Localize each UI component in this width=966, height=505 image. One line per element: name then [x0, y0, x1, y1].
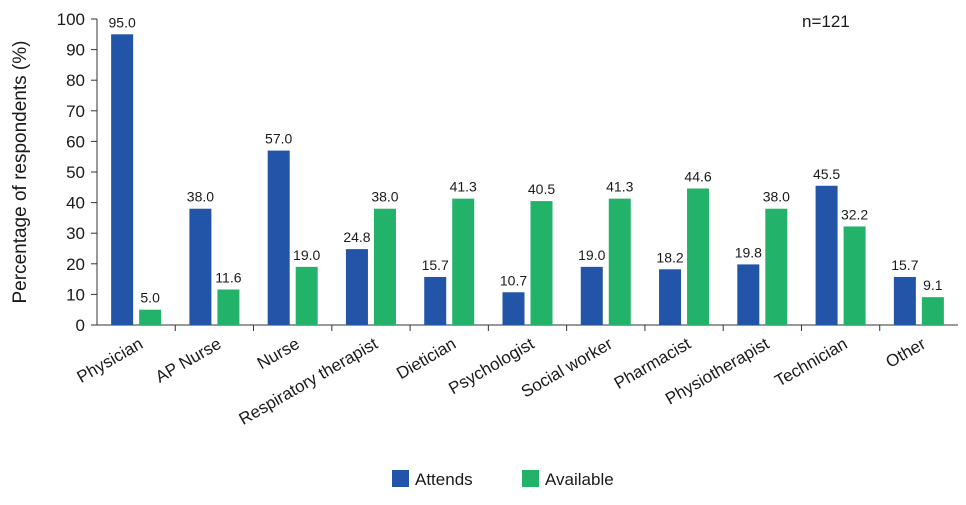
y-axis-label: Percentage of respondents (%) — [10, 41, 31, 304]
data-label: 44.6 — [684, 169, 711, 185]
y-tick-label: 0 — [76, 316, 85, 335]
data-label: 95.0 — [109, 14, 136, 30]
category-label: Respiratory therapist — [236, 334, 382, 429]
y-tick-label: 60 — [66, 132, 85, 151]
data-label: 57.0 — [265, 131, 292, 147]
bar-attends — [189, 208, 212, 325]
bar-available — [843, 226, 866, 325]
bar-available — [452, 198, 475, 325]
bar-attends — [659, 269, 682, 325]
data-label: 18.2 — [656, 249, 683, 265]
bars: 95.0 5.0 38.0 11.6 57.0 19.0 24.8 38.0 15.7 41.3 1… — [109, 14, 944, 326]
data-label: 19.0 — [293, 247, 320, 263]
bar-available — [608, 198, 631, 325]
bar-attends — [893, 276, 916, 325]
data-label: 41.3 — [450, 179, 477, 195]
y-tick-label: 10 — [66, 285, 85, 304]
category-label: Technician — [772, 334, 851, 391]
y-tick-label: 100 — [57, 10, 85, 29]
bar-attends — [267, 150, 290, 325]
y-tick-label: 40 — [66, 194, 85, 213]
legend-swatch-attends — [392, 470, 409, 487]
bar-attends — [815, 185, 838, 325]
y-tick-label: 20 — [66, 255, 85, 274]
category-label: AP Nurse — [152, 334, 224, 387]
bar-attends — [580, 266, 603, 325]
y-tick-label: 70 — [66, 102, 85, 121]
bar-available — [139, 309, 162, 325]
y-tick-label: 90 — [66, 41, 85, 60]
category-label: Other — [883, 334, 930, 372]
data-label: 15.7 — [891, 257, 918, 273]
bar-available — [921, 297, 944, 325]
bar-attends — [424, 276, 447, 325]
bar-available — [373, 208, 396, 325]
bar-attends — [737, 264, 760, 325]
data-label: 38.0 — [187, 189, 214, 205]
bar-available — [217, 289, 240, 325]
data-label: 11.6 — [215, 270, 241, 286]
bar-available — [530, 201, 553, 325]
data-label: 5.0 — [140, 290, 160, 306]
data-label: 19.8 — [735, 244, 762, 260]
legend: Attends Available — [392, 470, 614, 489]
data-label: 19.0 — [578, 247, 605, 263]
bar-attends — [502, 292, 525, 325]
legend-label: Attends — [415, 470, 473, 489]
y-tick-label: 50 — [66, 163, 85, 182]
sample-size-note: n=121 — [802, 12, 850, 31]
y-tick-label: 30 — [66, 224, 85, 243]
data-label: 45.5 — [813, 166, 840, 182]
bar-available — [295, 266, 318, 325]
data-label: 24.8 — [343, 229, 370, 245]
data-label: 38.0 — [763, 189, 790, 205]
data-label: 32.2 — [841, 206, 868, 222]
bar-attends — [345, 249, 368, 325]
data-label: 38.0 — [371, 189, 398, 205]
data-label: 40.5 — [528, 181, 555, 197]
data-label: 9.1 — [923, 277, 943, 293]
legend-label: Available — [545, 470, 614, 489]
y-tick-label: 80 — [66, 71, 85, 90]
legend-swatch-available — [522, 470, 539, 487]
data-label: 41.3 — [606, 179, 633, 195]
category-label: Dietician — [393, 334, 459, 383]
data-label: 15.7 — [422, 257, 449, 273]
bar-available — [687, 188, 710, 325]
bar-available — [765, 208, 788, 325]
category-label: Nurse — [254, 334, 303, 373]
category-label: Physician — [74, 334, 147, 387]
bar-attends — [111, 34, 134, 326]
data-label: 10.7 — [500, 272, 527, 288]
